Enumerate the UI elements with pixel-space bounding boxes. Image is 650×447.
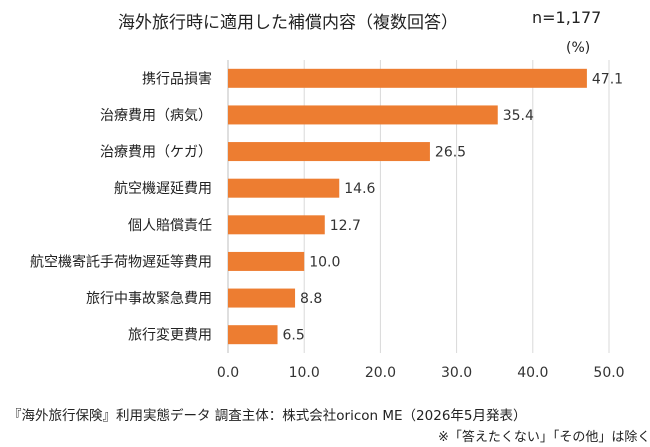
bar [228,325,278,345]
sample-size-label: n=1,177 [532,8,602,27]
x-tick-label: 0.0 [217,365,239,381]
data-label: 12.7 [330,218,361,234]
chart-title: 海外旅行時に適用した補償内容（複数回答） [118,13,458,33]
bar [228,68,587,88]
data-label: 35.4 [503,108,534,124]
bar [228,178,340,198]
data-label: 14.6 [344,181,375,197]
bar [228,142,430,162]
category-label: 旅行中事故緊急費用 [86,291,212,307]
category-label: 航空機寄託手荷物遅延等費用 [30,253,212,270]
exclusion-note: ※「答えたくない」「その他」は除く [438,430,650,445]
category-label: 治療費用（ケガ） [100,144,212,161]
category-label: 旅行変更費用 [128,327,212,344]
data-label: 8.8 [300,291,322,307]
source-note: 『海外旅行保険』利用実態データ 調査主体：株式会社oricon ME（2026年… [8,408,527,424]
category-label: 航空機遅延費用 [114,181,212,197]
x-tick-label: 10.0 [289,365,320,381]
bar [228,105,498,125]
data-label: 26.5 [435,145,466,161]
unit-label: (%) [566,40,591,56]
data-label: 47.1 [592,71,623,87]
x-tick-label: 40.0 [517,365,548,381]
data-label: 10.0 [309,254,340,270]
category-label: 携行品損害 [142,71,212,87]
x-tick-label: 20.0 [365,365,396,381]
x-tick-label: 30.0 [441,365,472,381]
x-tick-label: 50.0 [593,365,624,381]
bar [228,288,296,308]
bar [228,215,325,235]
category-label: 個人賠償責任 [128,218,212,234]
data-label: 6.5 [283,328,305,344]
bar [228,251,305,271]
category-label: 治療費用（病気） [100,107,212,124]
